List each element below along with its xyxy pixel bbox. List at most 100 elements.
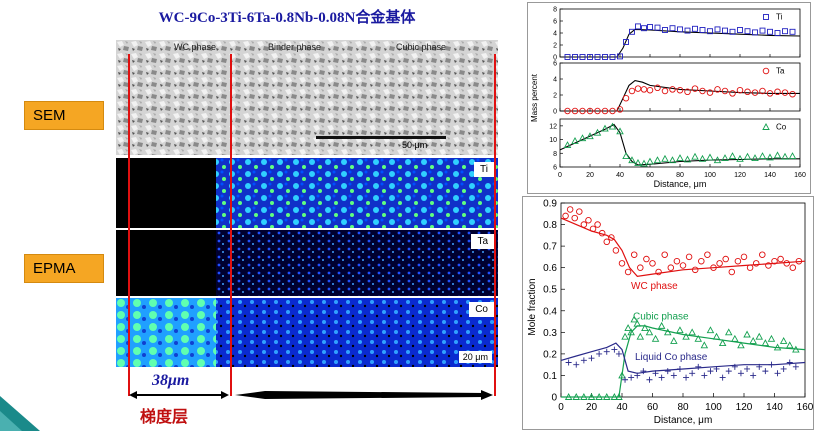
data-point bbox=[691, 152, 699, 160]
data-point bbox=[774, 370, 781, 377]
series-label: Liquid Co phase bbox=[635, 352, 708, 363]
y-axis-label: Mass percent bbox=[530, 73, 539, 122]
data-point bbox=[721, 154, 729, 162]
data-point bbox=[766, 90, 774, 97]
data-point bbox=[571, 107, 579, 115]
data-point bbox=[661, 87, 669, 95]
x-tick-label: 140 bbox=[764, 172, 776, 179]
data-point bbox=[744, 28, 751, 35]
data-point bbox=[587, 393, 596, 400]
data-point bbox=[623, 39, 629, 45]
sem-texture bbox=[116, 40, 498, 155]
data-point bbox=[579, 54, 586, 60]
y-tick-label: 0.5 bbox=[543, 285, 557, 296]
data-point bbox=[744, 88, 751, 96]
data-point bbox=[661, 251, 668, 258]
data-point bbox=[737, 341, 745, 349]
bulk-right-line bbox=[494, 54, 496, 396]
mole-fraction-chart: 0 0.1 0.2 0.3 0.4 0.5 0.6 0.7 0.8 0.9 0 20 40 60 80 100… bbox=[522, 196, 814, 430]
data-point bbox=[608, 234, 615, 241]
y-tick-label: 0.7 bbox=[543, 242, 557, 253]
legend-label: Ta bbox=[776, 67, 785, 76]
data-point bbox=[576, 208, 583, 215]
x-tick-label: 60 bbox=[647, 402, 659, 413]
epma-ti-map: Ti bbox=[116, 158, 498, 228]
data-point bbox=[752, 29, 758, 36]
data-point bbox=[780, 365, 787, 372]
data-point bbox=[707, 368, 714, 375]
data-point bbox=[718, 339, 727, 347]
gradient-thickness: 38μm bbox=[152, 372, 190, 389]
mass-percent-chart: 0 2 4 6 8 Ti 0 2 4 6 Ta 6 8 10 12 Co 0 20 40 60 80 100 120 140 1… bbox=[527, 2, 811, 194]
data-point bbox=[676, 86, 684, 94]
data-point bbox=[737, 370, 744, 377]
data-point bbox=[691, 85, 699, 92]
data-point bbox=[673, 257, 681, 265]
data-point bbox=[594, 107, 601, 115]
data-point bbox=[669, 25, 676, 32]
data-point bbox=[728, 152, 737, 159]
data-point bbox=[628, 87, 636, 95]
data-point bbox=[737, 27, 743, 33]
data-point bbox=[670, 337, 678, 344]
data-point bbox=[699, 27, 706, 33]
data-point bbox=[630, 315, 638, 323]
data-point bbox=[586, 132, 594, 140]
data-point bbox=[611, 346, 618, 353]
data-point bbox=[634, 372, 641, 379]
data-point bbox=[612, 247, 620, 254]
mole-fraction-svg: 0 0.1 0.2 0.3 0.4 0.5 0.6 0.7 0.8 0.9 0 20 40 60 80 100… bbox=[527, 199, 814, 427]
x-axis-label: Distance, μm bbox=[654, 179, 707, 189]
legend-marker bbox=[762, 123, 770, 130]
data-point bbox=[647, 24, 653, 30]
y-tick-label: 8 bbox=[553, 151, 557, 158]
data-point bbox=[580, 393, 588, 400]
data-point bbox=[759, 251, 766, 258]
data-point bbox=[621, 332, 629, 340]
y-tick-label: 10 bbox=[549, 137, 557, 144]
data-point bbox=[698, 154, 707, 162]
x-tick-label: 0 bbox=[558, 172, 562, 179]
data-point bbox=[634, 85, 642, 92]
data-point bbox=[617, 53, 623, 60]
data-point bbox=[645, 328, 654, 336]
x-tick-label: 40 bbox=[616, 172, 624, 179]
data-point bbox=[637, 264, 644, 271]
thickness-arrows bbox=[129, 390, 493, 400]
data-point bbox=[676, 365, 683, 372]
data-point bbox=[713, 156, 722, 164]
legend-marker bbox=[762, 67, 770, 75]
x-tick-label: 140 bbox=[766, 402, 783, 413]
data-point bbox=[771, 257, 778, 265]
gradient-layer-label: 梯度层 bbox=[140, 409, 189, 426]
data-point bbox=[643, 255, 650, 263]
data-point bbox=[602, 393, 611, 400]
x-tick-label: 60 bbox=[646, 172, 654, 179]
data-point bbox=[630, 251, 638, 258]
legend-label: Ti bbox=[776, 13, 783, 22]
x-tick-label: 20 bbox=[586, 402, 598, 413]
y-tick-label: 4 bbox=[553, 77, 557, 84]
data-point bbox=[734, 257, 742, 265]
data-point bbox=[624, 268, 632, 276]
data-point bbox=[773, 151, 782, 159]
x-tick-label: 80 bbox=[676, 172, 684, 179]
data-point bbox=[572, 54, 578, 60]
x-tick-label: 100 bbox=[704, 172, 716, 179]
gradient-right-line bbox=[230, 54, 232, 396]
model-curve bbox=[560, 342, 806, 374]
data-point bbox=[580, 357, 587, 364]
data-point bbox=[676, 154, 684, 162]
y-tick-label: 0.8 bbox=[543, 220, 557, 231]
model-curve bbox=[560, 217, 806, 277]
data-point bbox=[783, 260, 790, 267]
series-label: Cubic phase bbox=[633, 311, 689, 322]
data-point bbox=[759, 87, 766, 95]
data-point bbox=[636, 332, 645, 340]
data-point bbox=[683, 374, 690, 381]
data-point bbox=[743, 152, 752, 160]
corner-decoration bbox=[0, 396, 40, 431]
data-point bbox=[579, 107, 586, 115]
wc-phase-annotation: WC phase bbox=[174, 42, 217, 52]
data-point bbox=[712, 332, 721, 340]
